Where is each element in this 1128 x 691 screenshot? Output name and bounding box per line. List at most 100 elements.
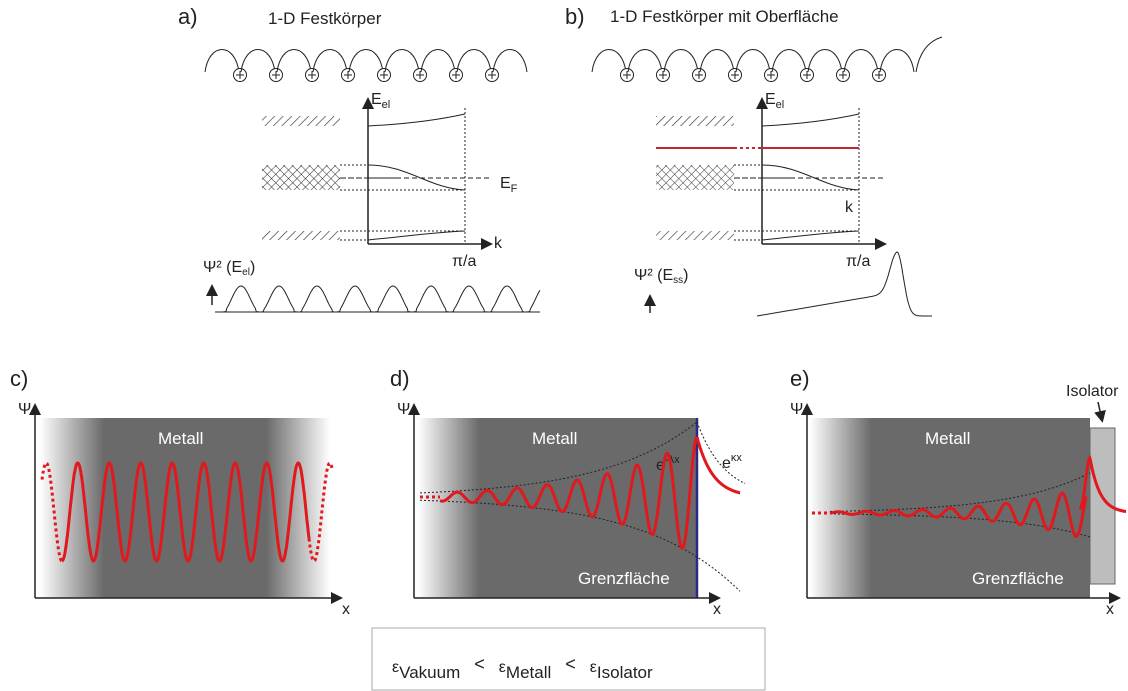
potential-arc [627,49,663,73]
ion-plus [695,71,703,79]
wavefunction-dotted [307,461,334,563]
band-curve [761,230,860,241]
psi-label: Ψ² (Eel) [203,259,255,278]
superscript: κx [731,452,743,464]
band-curve [761,113,860,127]
band [656,165,734,190]
ion-plus [488,71,496,79]
superscript: -λx [665,454,680,466]
y-axis-label: Ψ [790,401,803,418]
ion-plus [308,71,316,79]
metal-region [40,418,330,598]
wavefunction [61,461,311,563]
potential-arc [771,49,807,73]
ion-plus [272,71,280,79]
potential-arc [663,49,699,73]
k-label: k [494,235,503,252]
text: Ψ² (E [203,259,242,276]
symbol: E [765,91,776,108]
inequality-box [371,627,766,691]
band [262,165,340,190]
envelope [696,421,746,484]
ion-plus [803,71,811,79]
subscript: el [242,267,250,278]
subscript: Metall [506,663,551,682]
band [656,231,734,240]
panel-title: 1-D Festkörper mit Oberfläche [610,7,839,26]
subscript: F [511,183,518,195]
subscript: el [776,99,785,111]
ion-plus [839,71,847,79]
potential-arc [456,49,492,73]
energy-label: Eel [765,91,784,111]
ion-plus [416,71,424,79]
ion-plus [767,71,775,79]
band [656,116,734,126]
panel-label: d) [390,366,410,391]
panel-title: 1-D Festkörper [268,9,382,28]
band [262,231,340,240]
ion-plus [380,71,388,79]
ion-plus [623,71,631,79]
panel-label: b) [565,4,585,29]
density-curve [756,251,932,317]
symbol: ε [499,659,506,676]
ion-plus [452,71,460,79]
wavefunction [829,491,1088,538]
region-label: Metall [532,429,577,448]
ion-plus [344,71,352,79]
band-curve [761,164,860,191]
symbol: E [500,175,511,192]
operator: < [565,654,576,674]
subscript: Vakuum [399,663,460,682]
zone-edge: π/a [452,253,476,270]
potential-arc [843,49,879,73]
potential-arc [591,49,627,73]
panel-label: a) [178,4,198,29]
region-label: Metall [158,429,203,448]
potential-arc [204,49,240,73]
potential-arc [240,49,276,73]
potential-arc [384,49,420,73]
arrow [1094,401,1106,423]
symbol: ε [590,659,597,676]
potential-arc [879,49,915,73]
potential-arc [348,49,384,73]
text: ) [683,267,688,284]
envelope [420,421,698,494]
surface-barrier [915,36,943,73]
band [262,116,340,126]
fermi-label: EF [500,175,518,195]
inequality: εVakuum < εMetall < εIsolator [392,654,653,682]
interface-label: Grenzfläche [578,569,670,588]
potential-arc [276,49,312,73]
region-label: Metall [925,429,970,448]
text: Ψ² (E [634,267,673,284]
wavefunction [695,436,741,495]
ion-plus [875,71,883,79]
subscript: el [382,99,391,111]
energy-label: Eel [371,91,390,111]
psi-label: Ψ² (Ess) [634,267,688,286]
base: e [656,457,665,474]
ion-plus [731,71,739,79]
ion-plus [236,71,244,79]
operator: < [474,654,485,674]
y-axis-label: Ψ [18,401,31,418]
potential-arc [699,49,735,73]
band-curve [367,113,466,127]
x-axis-label: x [1106,601,1114,618]
panel-label: c) [10,366,28,391]
potential-arc [807,49,843,73]
text: ) [250,259,255,276]
subscript: ss [673,275,683,286]
growth-label: eκx [722,452,742,472]
x-axis-label: x [342,601,350,618]
density-curve [222,285,541,313]
y-axis-label: Ψ [397,401,410,418]
potential-arc [420,49,456,73]
potential-arc [735,49,771,73]
wavefunction [439,436,699,550]
